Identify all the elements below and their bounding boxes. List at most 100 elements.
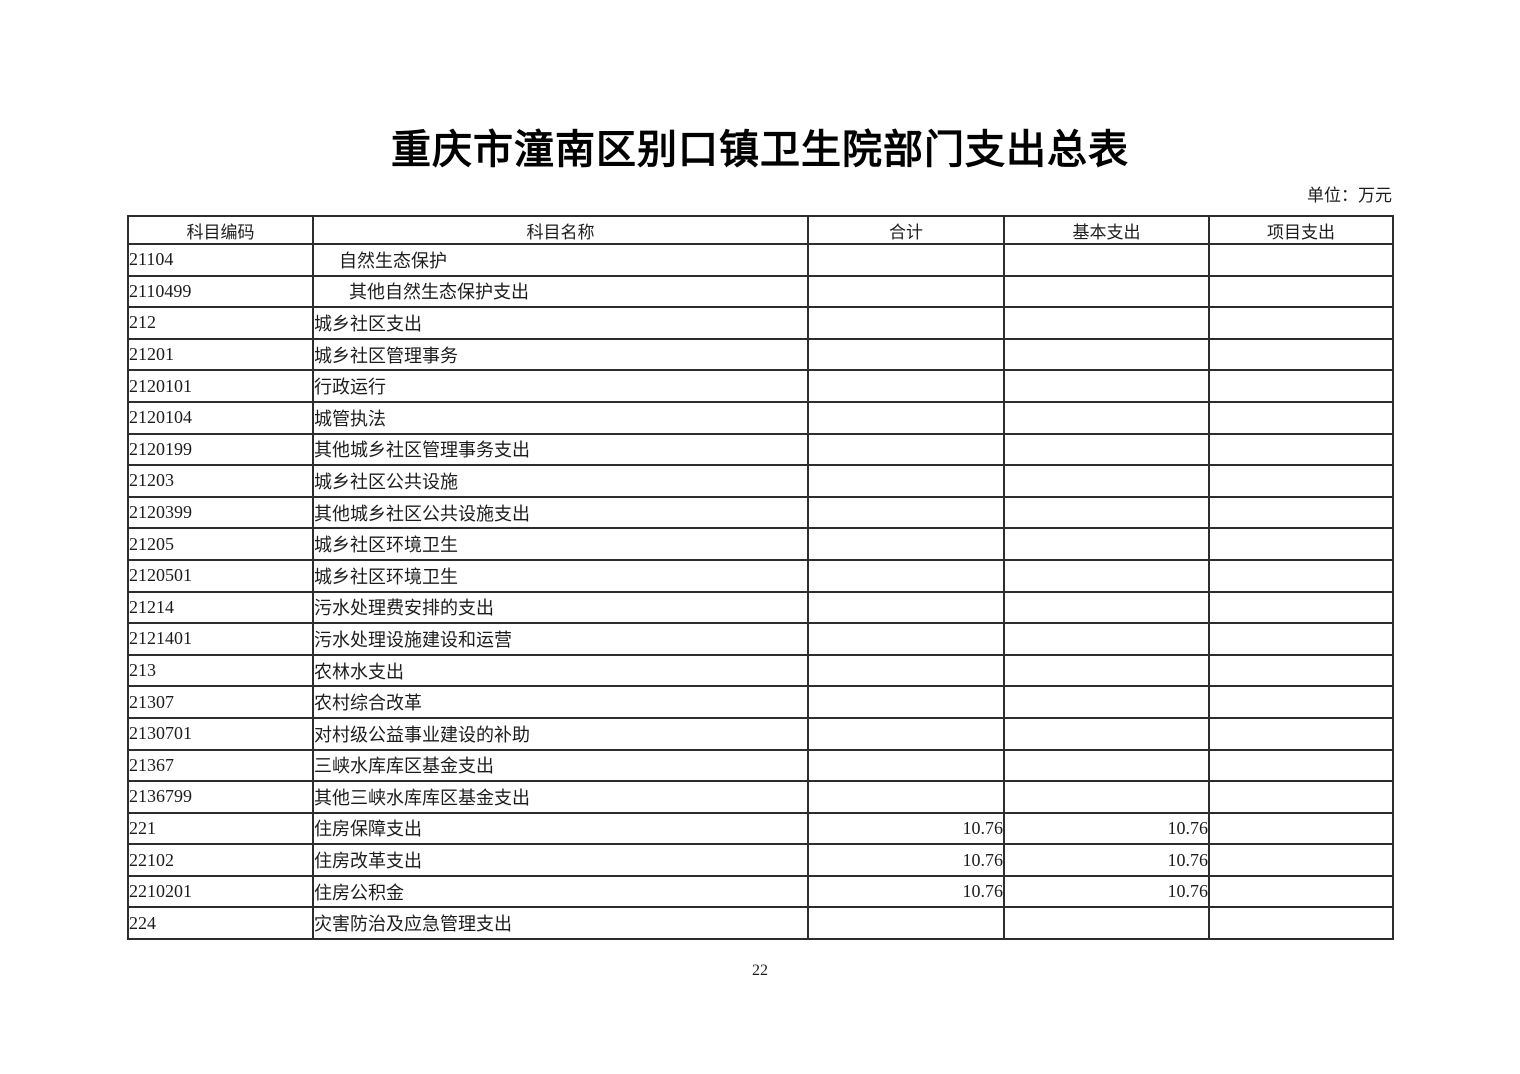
basic-expenditure-cell bbox=[1003, 464, 1210, 498]
total-cell bbox=[807, 558, 1005, 593]
total-cell bbox=[807, 243, 1005, 277]
subject-name-cell: 自然生态保护 bbox=[312, 243, 809, 277]
basic-expenditure-cell bbox=[1003, 432, 1210, 467]
total-cell bbox=[807, 590, 1005, 625]
project-expenditure-cell bbox=[1208, 243, 1394, 277]
subject-name-cell: 其他自然生态保护支出 bbox=[312, 274, 809, 309]
subject-name-cell: 住房改革支出 bbox=[312, 843, 809, 877]
project-expenditure-cell bbox=[1208, 716, 1394, 751]
table-row: 21307 农村综合改革 bbox=[127, 685, 1394, 719]
subject-name-cell: 其他三峡水库库区基金支出 bbox=[312, 780, 809, 814]
basic-expenditure-cell bbox=[1003, 685, 1210, 719]
table-row: 221 住房保障支出 10.76 10.76 bbox=[127, 811, 1394, 846]
page-number: 22 bbox=[752, 962, 768, 979]
project-expenditure-cell bbox=[1208, 811, 1394, 846]
subject-code-cell: 224 bbox=[127, 906, 314, 941]
column-header-project-expenditure: 项目支出 bbox=[1208, 215, 1394, 245]
subject-code-cell: 21205 bbox=[127, 527, 314, 561]
project-expenditure-cell bbox=[1208, 685, 1394, 719]
basic-expenditure-cell bbox=[1003, 495, 1210, 530]
subject-name-cell: 城乡社区管理事务 bbox=[312, 337, 809, 372]
subject-code-cell: 221 bbox=[127, 811, 314, 846]
subject-code-cell: 2210201 bbox=[127, 874, 314, 909]
basic-expenditure-cell bbox=[1003, 369, 1210, 403]
subject-code-cell: 21367 bbox=[127, 748, 314, 783]
total-cell bbox=[807, 400, 1005, 435]
subject-code-cell: 213 bbox=[127, 653, 314, 688]
subject-name-cell: 城管执法 bbox=[312, 400, 809, 435]
basic-expenditure-cell: 10.76 bbox=[1003, 811, 1210, 846]
table-row: 212 城乡社区支出 bbox=[127, 306, 1394, 340]
basic-expenditure-cell bbox=[1003, 337, 1210, 372]
project-expenditure-cell bbox=[1208, 274, 1394, 309]
total-cell: 10.76 bbox=[807, 843, 1005, 877]
subject-code-cell: 2120101 bbox=[127, 369, 314, 403]
table-row: 2120199 其他城乡社区管理事务支出 bbox=[127, 432, 1394, 467]
table-row: 2120501 城乡社区环境卫生 bbox=[127, 558, 1394, 593]
project-expenditure-cell bbox=[1208, 590, 1394, 625]
total-cell bbox=[807, 306, 1005, 340]
table-row: 21104 自然生态保护 bbox=[127, 243, 1394, 277]
project-expenditure-cell bbox=[1208, 906, 1394, 941]
column-header-basic-expenditure: 基本支出 bbox=[1003, 215, 1210, 245]
subject-name-cell: 其他城乡社区公共设施支出 bbox=[312, 495, 809, 530]
table-row: 2136799 其他三峡水库库区基金支出 bbox=[127, 780, 1394, 814]
subject-name-cell: 住房公积金 bbox=[312, 874, 809, 909]
basic-expenditure-cell bbox=[1003, 653, 1210, 688]
subject-code-cell: 2121401 bbox=[127, 622, 314, 656]
subject-code-cell: 212 bbox=[127, 306, 314, 340]
subject-name-cell: 城乡社区环境卫生 bbox=[312, 558, 809, 593]
table-row: 21205 城乡社区环境卫生 bbox=[127, 527, 1394, 561]
subject-name-cell: 城乡社区环境卫生 bbox=[312, 527, 809, 561]
basic-expenditure-cell bbox=[1003, 306, 1210, 340]
total-cell bbox=[807, 495, 1005, 530]
table-row: 21203 城乡社区公共设施 bbox=[127, 464, 1394, 498]
table-row: 2210201 住房公积金 10.76 10.76 bbox=[127, 874, 1394, 909]
subject-name-cell: 污水处理设施建设和运营 bbox=[312, 622, 809, 656]
total-cell bbox=[807, 653, 1005, 688]
table-row: 21214 污水处理费安排的支出 bbox=[127, 590, 1394, 625]
subject-code-cell: 21203 bbox=[127, 464, 314, 498]
subject-code-cell: 21214 bbox=[127, 590, 314, 625]
table-row: 2121401 污水处理设施建设和运营 bbox=[127, 622, 1394, 656]
subject-code-cell: 2120501 bbox=[127, 558, 314, 593]
project-expenditure-cell bbox=[1208, 495, 1394, 530]
table-row: 2130701 对村级公益事业建设的补助 bbox=[127, 716, 1394, 751]
column-header-total: 合计 bbox=[807, 215, 1005, 245]
basic-expenditure-cell bbox=[1003, 558, 1210, 593]
table-row: 21201 城乡社区管理事务 bbox=[127, 337, 1394, 372]
project-expenditure-cell bbox=[1208, 369, 1394, 403]
project-expenditure-cell bbox=[1208, 400, 1394, 435]
subject-name-cell: 其他城乡社区管理事务支出 bbox=[312, 432, 809, 467]
table-header-row: 科目编码 科目名称 合计 基本支出 项目支出 bbox=[127, 215, 1394, 245]
total-cell: 10.76 bbox=[807, 811, 1005, 846]
subject-code-cell: 2120399 bbox=[127, 495, 314, 530]
total-cell bbox=[807, 432, 1005, 467]
subject-name-cell: 城乡社区公共设施 bbox=[312, 464, 809, 498]
subject-code-cell: 21104 bbox=[127, 243, 314, 277]
basic-expenditure-cell bbox=[1003, 780, 1210, 814]
subject-name-cell: 污水处理费安排的支出 bbox=[312, 590, 809, 625]
table-row: 21367 三峡水库库区基金支出 bbox=[127, 748, 1394, 783]
page-title: 重庆市潼南区别口镇卫生院部门支出总表 bbox=[391, 127, 1129, 172]
table-row: 2120101 行政运行 bbox=[127, 369, 1394, 403]
table-row: 2110499 其他自然生态保护支出 bbox=[127, 274, 1394, 309]
project-expenditure-cell bbox=[1208, 464, 1394, 498]
total-cell bbox=[807, 716, 1005, 751]
subject-code-cell: 2110499 bbox=[127, 274, 314, 309]
subject-name-cell: 住房保障支出 bbox=[312, 811, 809, 846]
total-cell bbox=[807, 369, 1005, 403]
subject-name-cell: 三峡水库库区基金支出 bbox=[312, 748, 809, 783]
project-expenditure-cell bbox=[1208, 843, 1394, 877]
subject-name-cell: 农林水支出 bbox=[312, 653, 809, 688]
subject-code-cell: 2120104 bbox=[127, 400, 314, 435]
column-header-subject-name: 科目名称 bbox=[312, 215, 809, 245]
project-expenditure-cell bbox=[1208, 558, 1394, 593]
total-cell bbox=[807, 622, 1005, 656]
subject-name-cell: 行政运行 bbox=[312, 369, 809, 403]
subject-name-cell: 农村综合改革 bbox=[312, 685, 809, 719]
total-cell bbox=[807, 685, 1005, 719]
total-cell bbox=[807, 464, 1005, 498]
expenditure-table: 科目编码 科目名称 合计 基本支出 项目支出 21104 自然生态保护 2110… bbox=[127, 215, 1394, 941]
table-row: 22102 住房改革支出 10.76 10.76 bbox=[127, 843, 1394, 877]
